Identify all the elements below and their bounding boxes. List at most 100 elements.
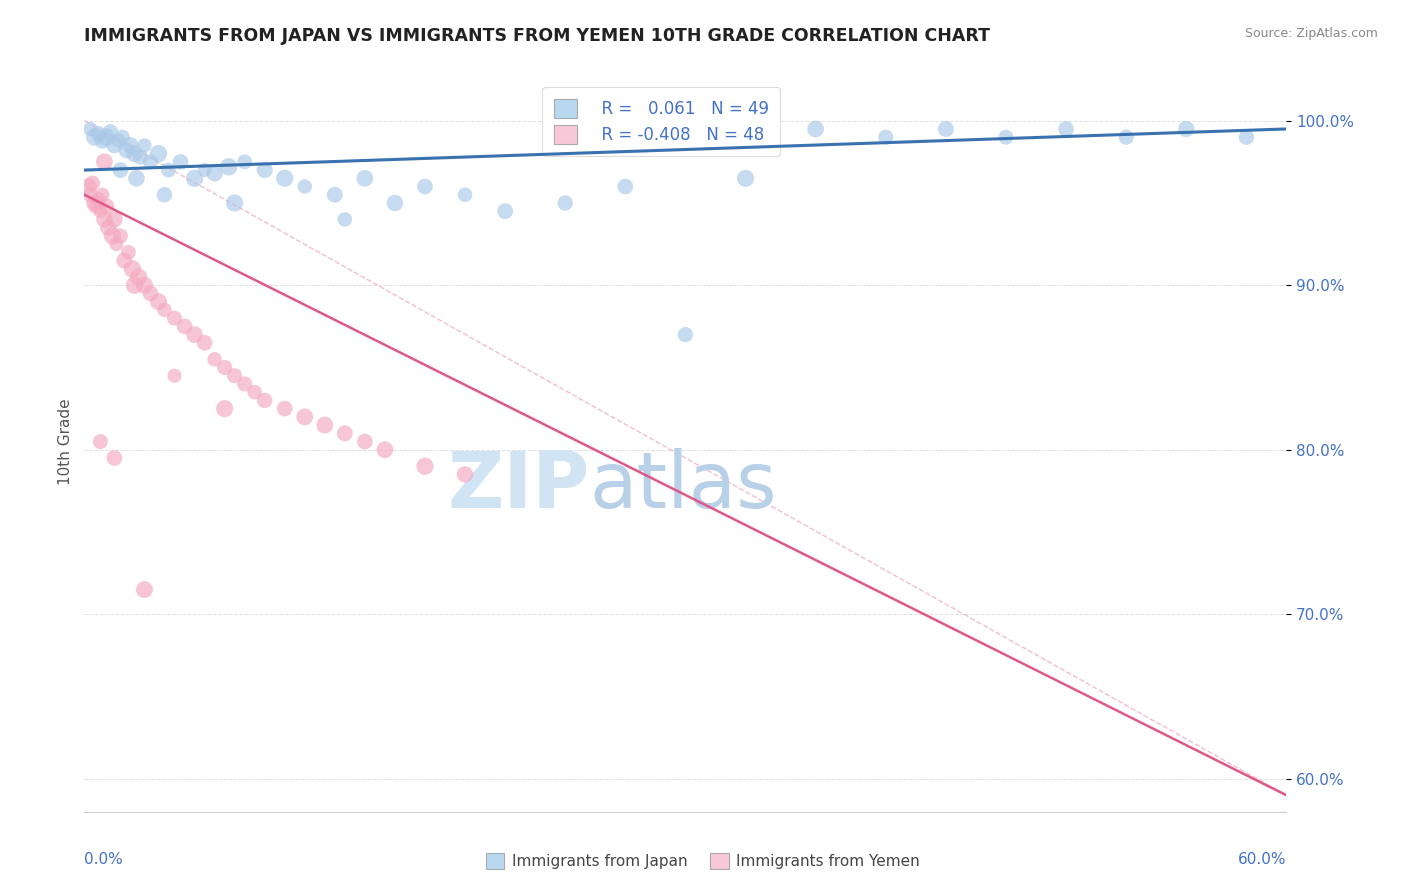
Point [148, 146, 170, 161]
Text: ZIP: ZIP [447, 448, 589, 524]
Point [157, 163, 180, 178]
Point [274, 171, 297, 186]
Point [115, 144, 138, 158]
Point [96, 199, 118, 213]
Point [294, 179, 316, 194]
Point [87, 193, 110, 207]
Point [413, 459, 436, 474]
Point [127, 270, 149, 285]
Point [124, 278, 146, 293]
Point [77, 179, 100, 194]
Point [323, 187, 346, 202]
Point [169, 154, 191, 169]
Point [83, 196, 105, 211]
Point [675, 327, 697, 342]
Point [253, 393, 276, 408]
Point [454, 187, 477, 202]
Legend:   R =   0.061   N = 49,   R = -0.408   N = 48: R = 0.061 N = 49, R = -0.408 N = 48 [543, 87, 780, 155]
Point [274, 401, 297, 416]
Point [314, 418, 336, 433]
Point [384, 196, 406, 211]
Point [354, 171, 377, 186]
Point [87, 127, 110, 141]
Point [105, 237, 128, 252]
Point [554, 196, 576, 211]
Point [103, 212, 125, 227]
Point [1236, 130, 1258, 145]
Point [374, 442, 396, 457]
Point [294, 409, 316, 424]
Point [218, 160, 240, 174]
Point [139, 286, 162, 301]
Point [875, 130, 897, 145]
Point [1115, 130, 1137, 145]
Point [214, 401, 236, 416]
Point [173, 319, 195, 334]
Y-axis label: 10th Grade: 10th Grade [58, 398, 73, 485]
Point [79, 187, 101, 202]
Point [183, 327, 205, 342]
Point [354, 434, 377, 449]
Point [233, 154, 256, 169]
Point [110, 163, 132, 178]
Point [224, 196, 246, 211]
Text: Source: ZipAtlas.com: Source: ZipAtlas.com [1244, 27, 1378, 40]
Point [204, 166, 226, 180]
Point [224, 368, 246, 383]
Point [214, 360, 236, 375]
Point [101, 228, 124, 243]
Point [333, 212, 356, 227]
Point [204, 352, 226, 367]
Point [124, 146, 146, 161]
Point [83, 130, 105, 145]
Text: 60.0%: 60.0% [1239, 853, 1286, 867]
Point [194, 335, 217, 350]
Point [89, 204, 111, 219]
Point [110, 228, 132, 243]
Point [935, 122, 957, 136]
Text: 0.0%: 0.0% [84, 853, 124, 867]
Point [114, 253, 135, 268]
Point [134, 278, 156, 293]
Point [86, 199, 108, 213]
Point [89, 434, 111, 449]
Point [100, 125, 122, 139]
Point [93, 154, 115, 169]
Point [121, 261, 143, 276]
Point [253, 163, 276, 178]
Point [333, 426, 356, 441]
Point [129, 150, 152, 164]
Point [103, 450, 125, 465]
Point [454, 467, 477, 482]
Point [139, 154, 162, 169]
Point [134, 138, 156, 153]
Point [103, 138, 125, 153]
Text: atlas: atlas [589, 448, 776, 524]
Point [97, 220, 120, 235]
Point [614, 179, 637, 194]
Point [194, 163, 217, 178]
Point [134, 582, 156, 597]
Point [107, 133, 129, 147]
Point [163, 311, 186, 326]
Point [93, 212, 115, 227]
Point [995, 130, 1018, 145]
Point [183, 171, 205, 186]
Point [1054, 122, 1077, 136]
Point [243, 385, 266, 400]
Point [117, 245, 139, 260]
Point [91, 187, 114, 202]
Point [153, 302, 176, 317]
Point [153, 187, 176, 202]
Point [804, 122, 827, 136]
Point [125, 171, 148, 186]
Point [494, 204, 516, 219]
Point [1175, 122, 1198, 136]
Point [413, 179, 436, 194]
Text: IMMIGRANTS FROM JAPAN VS IMMIGRANTS FROM YEMEN 10TH GRADE CORRELATION CHART: IMMIGRANTS FROM JAPAN VS IMMIGRANTS FROM… [84, 27, 990, 45]
Point [96, 130, 118, 145]
Point [79, 122, 101, 136]
Point [163, 368, 186, 383]
Legend: Immigrants from Japan, Immigrants from Yemen: Immigrants from Japan, Immigrants from Y… [479, 847, 927, 875]
Point [734, 171, 756, 186]
